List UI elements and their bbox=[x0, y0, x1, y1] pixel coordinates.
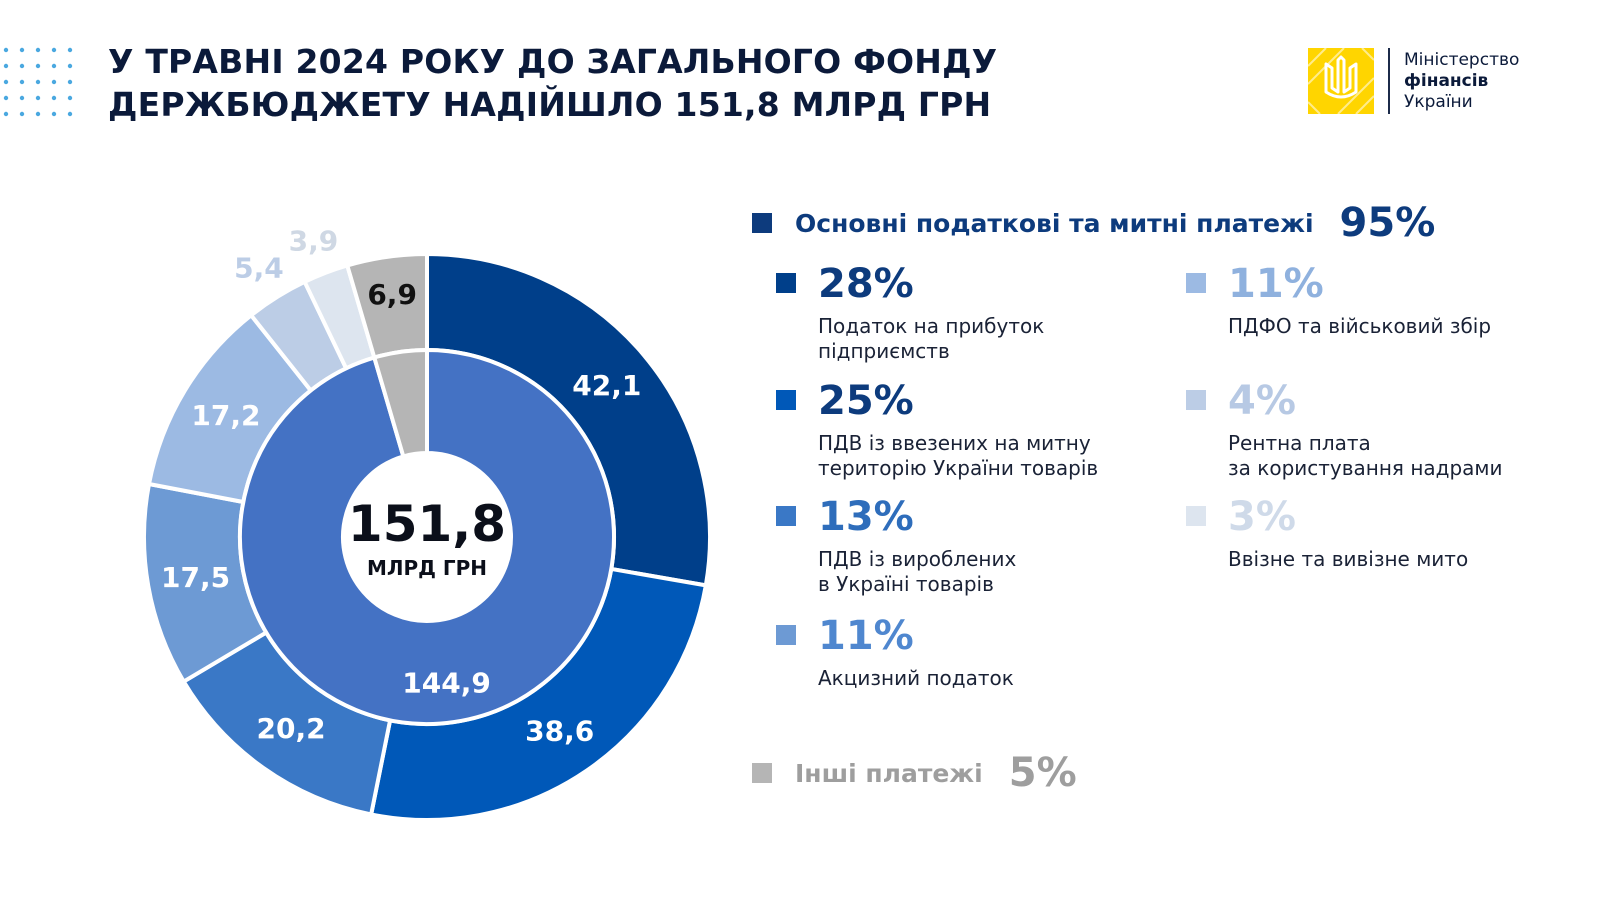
legend-description-line: Податок на прибуток bbox=[818, 314, 1045, 338]
legend-description: Ввізне та вивізне мито bbox=[1228, 547, 1468, 572]
legend-description-line: ПДВ із ввезених на митну bbox=[818, 431, 1091, 455]
outer-slice-label-1: 38,6 bbox=[525, 714, 594, 747]
ministry-name-line-3: України bbox=[1404, 91, 1473, 112]
legend-swatch bbox=[1186, 506, 1206, 526]
title-line-1: У ТРАВНІ 2024 РОКУ ДО ЗАГАЛЬНОГО ФОНДУ bbox=[108, 42, 998, 81]
center-total-unit: МЛРД ГРН bbox=[367, 556, 487, 580]
decorative-dots bbox=[3, 47, 73, 117]
legend-description-line: за користування надрами bbox=[1228, 456, 1503, 480]
legend-main-label: Основні податкові та митні платежі bbox=[795, 208, 1314, 238]
legend-description-line: ПДВ із вироблених bbox=[818, 547, 1017, 571]
legend-description-line: територію України товарів bbox=[818, 456, 1099, 480]
center-total-value: 151,8 bbox=[348, 495, 506, 553]
legend-percent: 25% bbox=[818, 378, 914, 424]
outer-ring bbox=[142, 252, 712, 822]
page-title: У ТРАВНІ 2024 РОКУ ДО ЗАГАЛЬНОГО ФОНДУ Д… bbox=[108, 40, 1008, 126]
ministry-name: Міністерство фінансів України bbox=[1404, 50, 1519, 113]
legend-main-percent: 95% bbox=[1339, 200, 1436, 246]
legend-description-line: Рентна плата bbox=[1228, 431, 1371, 455]
legend-swatch bbox=[776, 390, 796, 410]
ministry-name-line-2: фінансів bbox=[1404, 70, 1489, 91]
legend-percent: 3% bbox=[1228, 494, 1296, 540]
legend-percent: 28% bbox=[818, 261, 914, 307]
legend-main-group: Основні податкові та митні платежі 95% bbox=[752, 200, 1435, 246]
legend-description-line: підприємств bbox=[818, 339, 950, 363]
center-hole bbox=[343, 453, 511, 621]
legend-swatch bbox=[1186, 390, 1206, 410]
legend-other-label: Інші платежі bbox=[795, 758, 983, 788]
legend-description: ПДВ із ввезених на митну територію Украї… bbox=[818, 431, 1098, 481]
legend-description: ПДВ із вироблених в Україні товарів bbox=[818, 547, 1016, 597]
legend-percent: 13% bbox=[818, 494, 914, 540]
legend-swatch bbox=[1186, 273, 1206, 293]
legend-other-swatch bbox=[752, 763, 772, 783]
slice-labels: 42,1 38,6 20,2 17,5 17,2 5,43,9 6,9 144,9 bbox=[161, 225, 641, 748]
ministry-name-line-1: Міністерство bbox=[1404, 49, 1520, 70]
legend-other-group: Інші платежі 5% bbox=[752, 750, 1077, 796]
legend-main-swatch bbox=[752, 213, 772, 233]
trident-emblem-icon bbox=[1308, 48, 1374, 114]
legend-swatch bbox=[776, 273, 796, 293]
logo-divider bbox=[1388, 48, 1390, 114]
outer-slice-label-3: 17,5 bbox=[161, 561, 230, 594]
inner-slice-label-0: 144,9 bbox=[402, 667, 491, 700]
legend-description: Рентна плата за користування надрами bbox=[1228, 431, 1503, 481]
ministry-logo: Міністерство фінансів України bbox=[1308, 48, 1519, 114]
legend-percent: 11% bbox=[1228, 261, 1324, 307]
outer-slice-label-2: 20,2 bbox=[257, 712, 326, 745]
legend-description: Податок на прибуток підприємств bbox=[818, 314, 1044, 364]
outer-slice-label-4: 17,2 bbox=[191, 399, 260, 432]
outer-slice-label-6: 3,9 bbox=[289, 225, 339, 258]
title-line-2: ДЕРЖБЮДЖЕТУ НАДІЙШЛО 151,8 МЛРД ГРН bbox=[108, 85, 992, 124]
legend-description-line: в Україні товарів bbox=[818, 572, 994, 596]
legend-other-percent: 5% bbox=[1008, 750, 1077, 796]
legend-percent: 4% bbox=[1228, 378, 1296, 424]
legend-swatch bbox=[776, 506, 796, 526]
outer-slice-label-7: 6,9 bbox=[367, 278, 417, 311]
legend-description-line: Ввізне та вивізне мито bbox=[1228, 547, 1469, 571]
inner-ring bbox=[238, 348, 616, 726]
legend-percent: 11% bbox=[818, 613, 914, 659]
legend-description-line: Акцизний податок bbox=[818, 666, 1014, 690]
legend-swatch bbox=[776, 625, 796, 645]
outer-slice-label-5: 5,4 bbox=[234, 252, 284, 285]
legend-description: ПДФО та військовий збір bbox=[1228, 314, 1491, 339]
legend-description-line: ПДФО та військовий збір bbox=[1228, 314, 1492, 338]
legend-description: Акцизний податок bbox=[818, 666, 1014, 691]
outer-slice-label-0: 42,1 bbox=[572, 369, 641, 402]
